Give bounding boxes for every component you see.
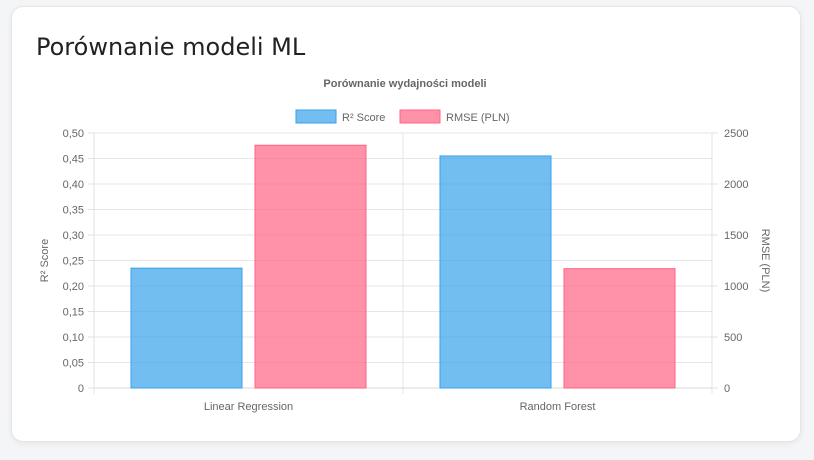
left-tick-label: 0,05: [63, 358, 84, 370]
y-left-axis-title: R² Score: [39, 239, 51, 282]
legend-label-r2: R² Score: [342, 112, 385, 124]
y-right-axis-title: RMSE (PLN): [759, 229, 771, 293]
bar-r2-random-forest: [439, 155, 552, 389]
right-tick-label: 500: [724, 332, 742, 344]
left-tick-label: 0,50: [63, 128, 84, 140]
left-tick-label: 0,10: [63, 332, 84, 344]
left-tick-label: 0,20: [63, 281, 84, 293]
chart-title: Porównanie wydajności modeli: [323, 78, 486, 90]
right-tick-label: 2000: [724, 179, 748, 191]
card-title: Porównanie modeli ML: [36, 33, 306, 61]
legend-swatch-rmse: [399, 109, 441, 124]
left-tick-label: 0,40: [63, 179, 84, 191]
legend-label-rmse: RMSE (PLN): [446, 112, 510, 124]
x-tick-label: Linear Regression: [204, 401, 293, 413]
right-tick-label: 0: [724, 383, 730, 395]
left-tick-label: 0: [78, 383, 84, 395]
right-tick-label: 1500: [724, 230, 748, 242]
bar-rmse-linear-regression: [254, 144, 367, 389]
legend-swatch-r2: [295, 109, 337, 124]
x-tick-label: Random Forest: [520, 401, 596, 413]
right-tick-label: 2500: [724, 128, 748, 140]
left-tick-label: 0,15: [63, 307, 84, 319]
right-tick-label: 1000: [724, 281, 748, 293]
bar-rmse-random-forest: [563, 268, 676, 389]
left-tick-label: 0,30: [63, 230, 84, 242]
left-tick-label: 0,45: [63, 154, 84, 166]
bar-r2-linear-regression: [130, 267, 243, 389]
left-tick-label: 0,25: [63, 256, 84, 268]
left-tick-label: 0,35: [63, 205, 84, 217]
